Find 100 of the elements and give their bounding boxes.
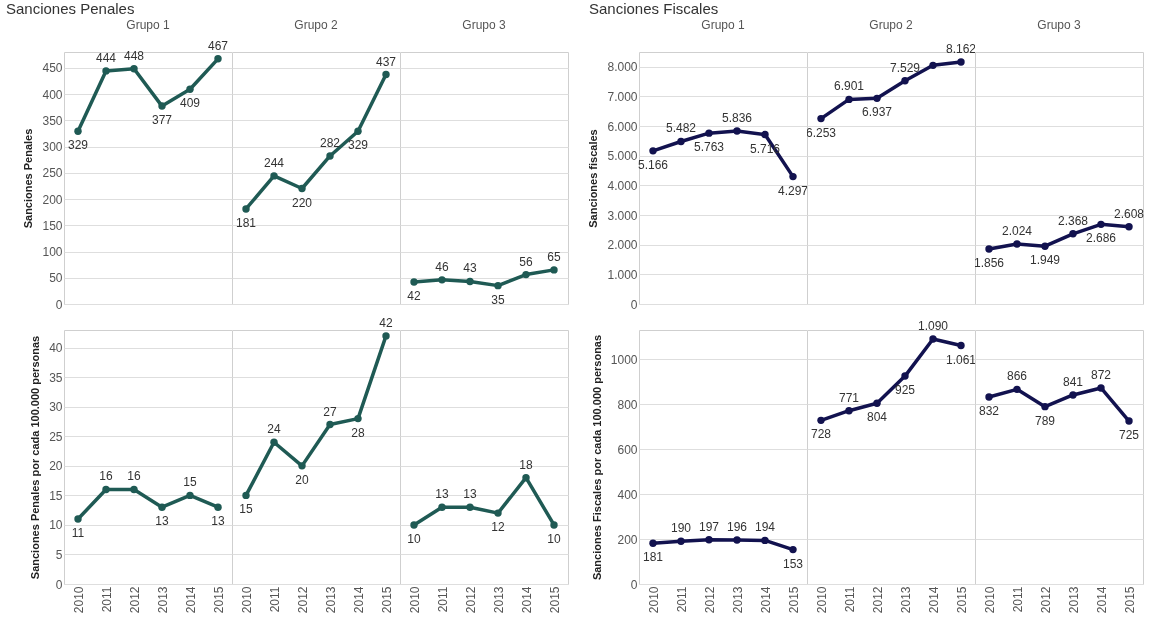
point	[1125, 222, 1133, 231]
point	[522, 270, 530, 279]
point	[705, 536, 713, 544]
x-tick-label: 2013	[730, 586, 745, 614]
point	[382, 70, 390, 79]
y-tick-label: 5.000	[607, 149, 638, 164]
y-tick-label: 2.000	[607, 238, 638, 253]
data-label: 1.856	[973, 255, 1005, 270]
x-tick-label: 2010	[239, 586, 254, 614]
point	[845, 406, 853, 415]
point	[298, 184, 306, 193]
x-tick-label: 2015	[547, 586, 562, 614]
point	[1069, 230, 1077, 238]
data-label: 2.686	[1085, 231, 1117, 246]
y-tick-label: 200	[42, 192, 63, 207]
data-label: 329	[347, 138, 369, 153]
data-label: 5.482	[665, 121, 697, 136]
data-label: 42	[379, 315, 393, 330]
chart-title: Grupo 3	[1036, 18, 1082, 32]
point	[957, 341, 965, 350]
x-tick-label: 2015	[954, 586, 969, 614]
data-label: 220	[291, 195, 313, 210]
y-axis-title: Sanciones fiscales	[587, 129, 600, 228]
y-axis-title: Sanciones Penales por cada 100.000 personas	[29, 335, 42, 580]
data-label: 56	[519, 254, 533, 269]
data-label: 804	[866, 410, 888, 425]
point	[354, 414, 362, 423]
x-tick-label: 2011	[1010, 586, 1025, 613]
point	[1097, 220, 1105, 229]
data-label: 18	[519, 457, 533, 472]
x-tick-label: 2013	[898, 586, 913, 614]
y-tick-label: 15	[49, 488, 63, 503]
data-label: 872	[1090, 367, 1112, 382]
point	[1097, 384, 1105, 392]
point	[242, 205, 250, 213]
point	[466, 503, 474, 511]
data-label: 832	[978, 403, 1000, 418]
y-tick-label: 800	[617, 397, 638, 412]
point	[789, 172, 797, 181]
point	[186, 85, 194, 93]
data-label: 725	[1118, 428, 1140, 443]
point	[270, 438, 278, 446]
data-label: 377	[151, 113, 173, 128]
data-label: 771	[838, 390, 860, 405]
data-label: 841	[1062, 374, 1084, 389]
point	[130, 485, 138, 494]
point	[438, 503, 446, 511]
y-tick-label: 250	[42, 166, 63, 181]
y-tick-label: 1000	[610, 352, 638, 367]
text: Sanciones Penales	[6, 0, 135, 17]
data-label: 329	[67, 138, 89, 153]
data-label: 43	[463, 261, 477, 276]
data-label: 6.901	[833, 79, 865, 94]
x-tick-label: 2010	[407, 586, 422, 614]
point	[74, 515, 82, 523]
point	[761, 536, 769, 545]
data-label: 409	[179, 96, 201, 111]
x-tick-label: 2014	[758, 586, 773, 614]
point	[522, 473, 530, 482]
y-tick-label: 100	[42, 245, 63, 259]
data-label: 46	[435, 259, 449, 274]
data-label: 35	[491, 292, 505, 307]
y-tick-label: 20	[49, 459, 63, 474]
y-tick-label: 1.000	[607, 267, 638, 282]
data-label: 42	[407, 288, 421, 303]
point	[214, 55, 222, 63]
data-label: 13	[155, 514, 169, 529]
x-tick-label: 2010	[814, 586, 829, 614]
point	[326, 420, 334, 429]
data-label: 15	[239, 502, 253, 517]
x-tick-label: 2011	[674, 586, 689, 613]
point	[901, 372, 909, 380]
chart-title: Grupo 3	[461, 18, 507, 32]
point	[817, 416, 825, 425]
data-label: 2.368	[1057, 213, 1089, 228]
data-label: 28	[351, 425, 365, 440]
data-label: 181	[642, 550, 664, 565]
data-label: 194	[754, 520, 776, 535]
x-tick-label: 2013	[1066, 586, 1081, 614]
data-label: 190	[670, 521, 692, 536]
data-label: 1.061	[945, 352, 977, 367]
point	[649, 147, 657, 155]
data-label: 866	[1006, 369, 1028, 384]
x-tick-label: 2015	[379, 586, 394, 614]
data-label: 448	[123, 48, 145, 63]
y-tick-label: 50	[49, 271, 63, 286]
chart-title: Grupo 2	[293, 18, 339, 32]
point	[102, 67, 110, 75]
data-label: 13	[211, 514, 225, 529]
chart-title: Grupo 2	[868, 18, 914, 32]
chart-title: Grupo 1	[125, 18, 171, 32]
point	[186, 491, 194, 500]
point	[270, 172, 278, 180]
point	[102, 485, 110, 494]
y-tick-label: 10	[49, 518, 63, 533]
data-label: 7.529	[889, 60, 921, 75]
y-tick-label: 35	[49, 370, 63, 385]
point	[985, 393, 993, 401]
x-tick-label: 2015	[211, 586, 226, 614]
y-tick-label: 6.000	[607, 119, 638, 134]
